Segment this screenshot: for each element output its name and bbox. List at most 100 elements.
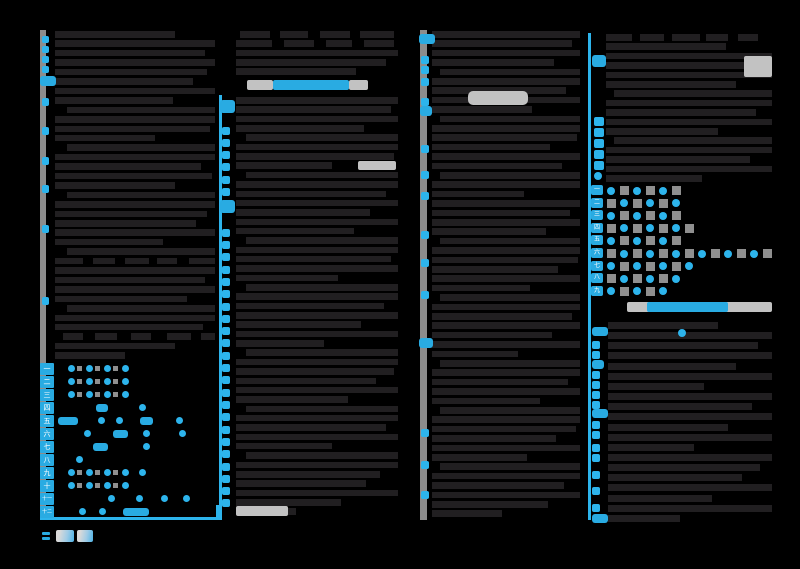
column-3-text-line — [440, 115, 580, 123]
column-1-text-line — [55, 153, 215, 161]
column-2-text-line — [236, 321, 361, 328]
grid-cell — [607, 274, 616, 284]
left-column-rail — [40, 30, 46, 519]
column-3-text-line — [432, 425, 576, 433]
column-3-text-line — [440, 294, 580, 301]
answer-dot-icon — [143, 430, 150, 437]
entry-number-marker-icon — [222, 475, 230, 483]
column-4-bottom-text-line — [608, 393, 772, 401]
item-number-marker-icon — [421, 98, 429, 106]
column-3-text-line — [440, 407, 580, 414]
column-1-text-line — [55, 257, 83, 265]
column-2-text-line — [236, 414, 398, 422]
column-2-text-line — [236, 499, 341, 506]
right-index-badge: 七 — [591, 260, 603, 271]
answer-dot-icon — [86, 391, 93, 398]
item-number-marker-icon — [42, 297, 49, 305]
star-badge-icon — [420, 106, 432, 116]
column-1-text-line — [55, 163, 201, 170]
column-4-top-text-line — [606, 81, 736, 88]
choice-number-marker-icon — [594, 139, 604, 148]
column-3-text-line — [432, 190, 524, 198]
choice-number-marker-icon — [594, 161, 604, 170]
item-number-marker-icon — [42, 157, 49, 165]
column-4-bottom-text-line — [608, 453, 772, 461]
item-number-marker-icon — [421, 171, 429, 179]
column-2-text-line — [236, 218, 398, 226]
entry-number-marker-icon — [222, 229, 230, 237]
answer-dot-icon — [143, 443, 150, 450]
column-1-text-line — [55, 286, 215, 293]
column-2-text-line — [236, 162, 332, 169]
answer-dot-icon — [86, 482, 93, 489]
grid-answer-dot-icon — [659, 211, 667, 220]
answer-dot-icon — [84, 430, 91, 437]
column-3-text-line — [440, 360, 580, 367]
column-4-top-text-line — [606, 128, 718, 135]
footer-page-badge — [77, 530, 93, 542]
column-2-text-line — [236, 471, 380, 478]
column-4-bottom-text-line — [608, 514, 680, 522]
column-1-text-line — [55, 276, 205, 284]
column-3-text-line — [432, 397, 540, 405]
entry-number-marker-icon — [222, 352, 230, 360]
grid-cell — [672, 211, 681, 221]
column-2-text-line — [246, 237, 398, 244]
column-4-bottom-text-line — [608, 372, 772, 380]
item-number-marker-icon — [421, 231, 429, 239]
column-3-text-line — [432, 331, 552, 339]
column-2-text-line — [236, 293, 398, 300]
column-2-text-line — [236, 340, 324, 347]
column-4-bottom-text-line — [608, 464, 760, 472]
grid-cell — [620, 236, 629, 246]
left-index-cell: 七 — [40, 441, 54, 453]
answer-blob — [58, 417, 78, 425]
column-2-text-line — [236, 125, 364, 132]
entry-number-badge-icon — [220, 100, 235, 113]
inline-answer-dot-icon — [678, 329, 686, 337]
column-2-text-line — [236, 433, 398, 441]
item-number-marker-icon — [421, 145, 429, 153]
entry-number-marker-icon — [222, 188, 230, 196]
answer-dot-icon — [68, 482, 75, 489]
column-4-top-text-line — [614, 90, 772, 97]
column-2-text-line — [236, 106, 391, 113]
column-1-text-line — [55, 314, 215, 321]
answer-separator — [77, 392, 82, 397]
right-index-badge: 四 — [591, 222, 603, 233]
column-2-text-line — [236, 246, 398, 254]
grid-answer-dot-icon — [750, 249, 758, 258]
column-1-text-line — [55, 229, 215, 236]
column-3-text-line — [432, 125, 580, 132]
column-1-text-line — [55, 97, 173, 104]
column-1-text-line — [67, 106, 215, 114]
entry-number-marker-icon — [222, 450, 230, 458]
answer-line-marker-icon — [592, 391, 600, 399]
column-4-bottom-text-line — [608, 352, 772, 360]
column-4-bottom-text-line — [608, 403, 752, 411]
grid-answer-dot-icon — [620, 224, 628, 233]
grid-answer-dot-icon — [724, 249, 732, 258]
column-1-text-line — [67, 305, 215, 312]
column-2-heading-text-line — [320, 31, 350, 38]
answer-line-marker-icon — [592, 487, 600, 495]
entry-number-marker-icon — [222, 127, 230, 135]
column-4-bottom-text-line — [608, 423, 728, 431]
item-number-marker-icon — [421, 291, 429, 299]
column-2-text-line — [246, 284, 398, 291]
column-1-text-line — [55, 68, 207, 76]
column-2-text-line — [236, 330, 398, 338]
column-3-text-line — [440, 68, 580, 76]
grid-answer-dot-icon — [620, 274, 628, 283]
left-index-cell: 二 — [40, 376, 54, 388]
column-2-text-line — [236, 143, 398, 151]
grid-cell — [620, 286, 629, 296]
answer-table-corner-tick — [216, 505, 219, 519]
column-2-text-line — [236, 190, 386, 197]
grid-answer-dot-icon — [659, 236, 667, 245]
item-number-marker-icon — [421, 491, 429, 499]
column-3-text-line — [432, 378, 568, 386]
entry-number-marker-icon — [222, 303, 230, 311]
formula-highlight-right — [349, 80, 368, 90]
column-4-bottom-text-line — [608, 494, 712, 502]
